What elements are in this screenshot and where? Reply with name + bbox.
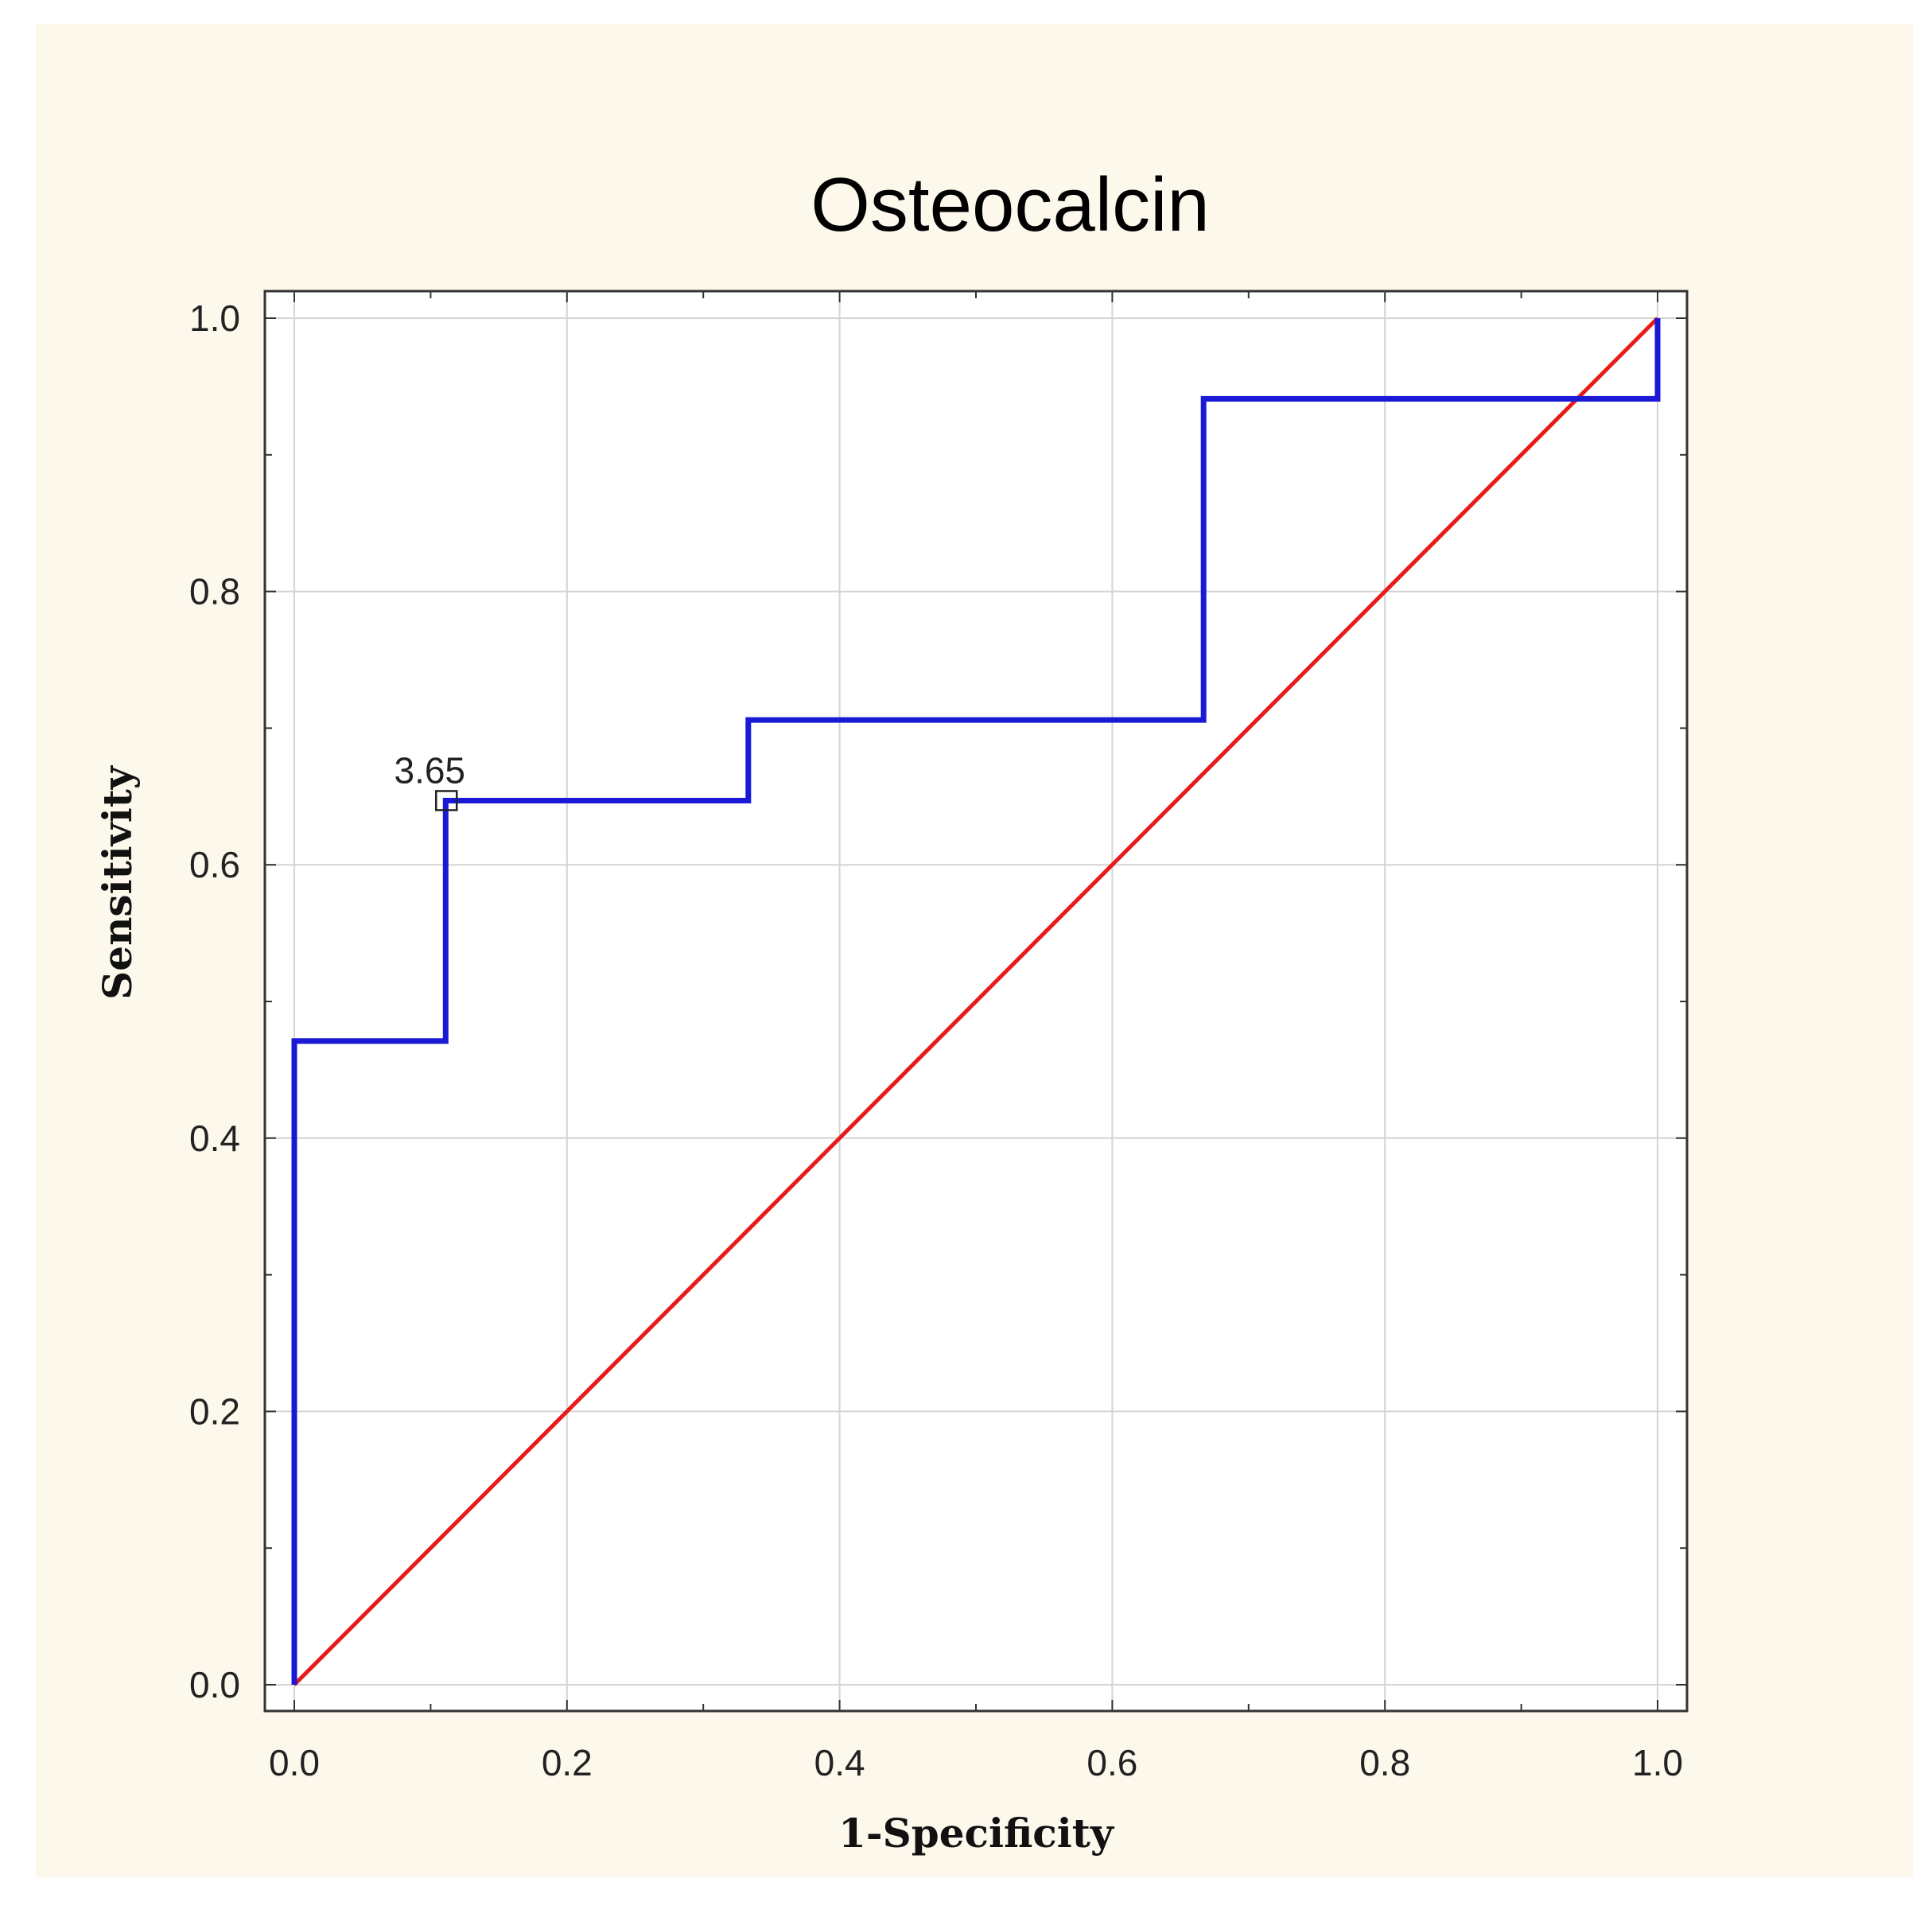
y-tick-label: 1.0 [189, 297, 240, 339]
x-tick-label: 0.0 [269, 1742, 320, 1783]
x-tick-label: 0.4 [814, 1742, 865, 1783]
cutoff-marker [435, 790, 458, 811]
y-tick-label: 0.0 [189, 1664, 240, 1705]
y-tick-label: 0.2 [189, 1390, 240, 1432]
x-tick-label: 0.8 [1359, 1742, 1410, 1783]
y-tick-label: 0.6 [189, 844, 240, 885]
x-axis-ticks: 0.0 0.2 0.4 0.6 0.8 1.0 [269, 1742, 1683, 1783]
y-tick-label: 0.8 [189, 571, 240, 612]
chart-title: Osteocalcin [811, 162, 1210, 247]
cutoff-label: 3.65 [394, 749, 465, 791]
y-axis-label: Sensitivity [94, 764, 141, 1000]
x-tick-label: 0.6 [1087, 1742, 1137, 1783]
grid-lines [265, 291, 1687, 1711]
y-tick-label: 0.4 [189, 1118, 240, 1159]
annotation-layer: 3.65 [394, 749, 465, 811]
minor-tick-marks [265, 291, 1687, 1711]
x-tick-label: 0.2 [542, 1742, 593, 1783]
reference-diagonal-line [293, 317, 1659, 1686]
roc-curve-line [291, 318, 1661, 1685]
series-layer [291, 317, 1661, 1686]
y-axis-ticks: 0.0 0.2 0.4 0.6 0.8 1.0 [189, 297, 240, 1705]
x-axis-label: 1-Specificity [838, 1810, 1115, 1857]
x-tick-label: 1.0 [1632, 1742, 1683, 1783]
